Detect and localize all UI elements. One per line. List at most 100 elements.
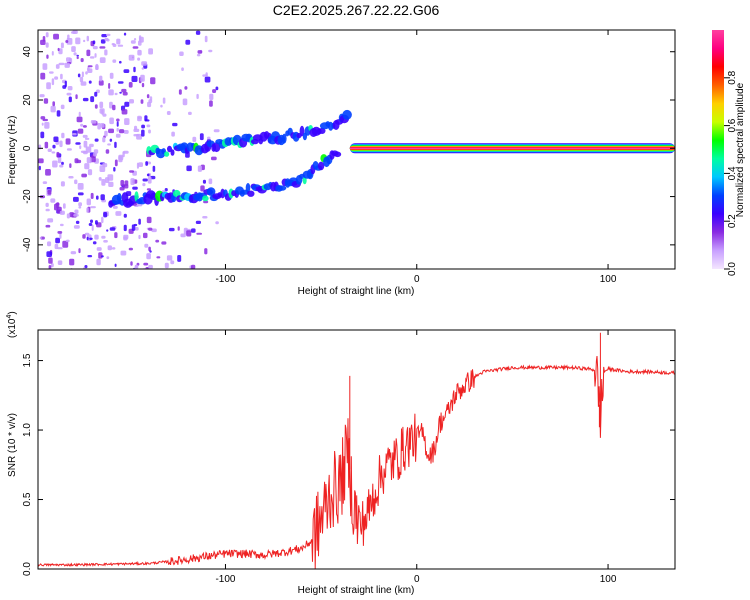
noise-cell bbox=[133, 128, 140, 132]
noise-cell bbox=[166, 255, 173, 261]
snr-y-tick-label: 1.0 bbox=[22, 423, 33, 437]
noise-cell bbox=[166, 111, 171, 115]
noise-cell bbox=[113, 167, 116, 172]
noise-cell bbox=[57, 247, 63, 250]
snr-line bbox=[38, 332, 675, 569]
snr-frame bbox=[37, 329, 676, 570]
noise-cell bbox=[56, 151, 60, 158]
noise-cell bbox=[93, 152, 97, 157]
noise-cell bbox=[144, 115, 148, 122]
noise-cell bbox=[82, 134, 88, 138]
noise-cell bbox=[42, 36, 46, 42]
noise-cell bbox=[109, 117, 114, 125]
colorbar-tick-label: 0.0 bbox=[727, 262, 738, 276]
noise-cell bbox=[164, 188, 168, 192]
noise-cell bbox=[133, 66, 136, 73]
rising-trace-cell bbox=[212, 142, 221, 153]
noise-cell bbox=[65, 40, 69, 43]
noise-cell bbox=[148, 227, 153, 231]
noise-cell bbox=[57, 231, 63, 234]
spectrogram-xlabel: Height of straight line (km) bbox=[298, 286, 415, 297]
spectrogram-y-tick-label: 40 bbox=[22, 46, 33, 58]
noise-cell bbox=[132, 46, 139, 49]
spectrogram-y-tick-label: -40 bbox=[22, 237, 33, 252]
spectrogram-y-ticks: -40 -20 0 20 40 bbox=[22, 46, 675, 252]
noise-cell bbox=[42, 63, 48, 70]
noise-cell bbox=[45, 32, 49, 38]
noise-cell bbox=[40, 116, 46, 120]
noise-cell bbox=[141, 61, 148, 66]
noise-cell bbox=[112, 104, 116, 111]
snr-panel: -100 0 100 0.0 0.5 1.0 1.5 Height of straight… bbox=[6, 311, 676, 596]
noise-cell bbox=[96, 89, 100, 94]
noise-cell bbox=[86, 157, 92, 164]
noise-cell bbox=[148, 48, 153, 55]
noise-cell bbox=[213, 129, 220, 133]
noise-cell bbox=[103, 212, 108, 218]
noise-cell bbox=[109, 227, 116, 231]
noise-cell bbox=[99, 57, 106, 63]
noise-cell bbox=[100, 39, 106, 44]
noise-cell bbox=[101, 34, 108, 38]
noise-cell bbox=[76, 54, 79, 57]
noise-cell bbox=[88, 80, 92, 84]
noise-cell bbox=[73, 214, 79, 217]
noise-cell bbox=[131, 75, 138, 82]
colorbar-label: Normalized spectral amplitude bbox=[735, 82, 746, 217]
noise-cell bbox=[46, 82, 51, 90]
noise-cell bbox=[78, 206, 82, 209]
lower-trace-cell bbox=[206, 187, 216, 196]
noise-cell bbox=[59, 140, 63, 148]
noise-cell bbox=[56, 110, 61, 117]
noise-cell bbox=[116, 118, 120, 122]
noise-cell bbox=[75, 142, 81, 145]
noise-cell bbox=[171, 131, 175, 137]
noise-cell bbox=[48, 265, 52, 269]
noise-cell bbox=[84, 163, 90, 170]
noise-cell bbox=[106, 256, 110, 260]
noise-cell bbox=[136, 133, 142, 140]
noise-cell bbox=[52, 144, 56, 149]
noise-cell bbox=[49, 71, 54, 74]
noise-cell bbox=[195, 220, 201, 224]
noise-cell bbox=[179, 51, 184, 56]
snr-y-tick-label: 1.5 bbox=[22, 353, 33, 367]
noise-cell bbox=[119, 60, 122, 64]
noise-cell bbox=[162, 97, 166, 104]
noise-cell bbox=[89, 237, 93, 240]
noise-cell bbox=[134, 227, 139, 231]
noise-cell bbox=[102, 113, 107, 117]
noise-cell bbox=[98, 80, 104, 86]
noise-cell bbox=[47, 148, 52, 152]
noise-cell bbox=[145, 161, 148, 166]
noise-cell bbox=[147, 176, 152, 184]
noise-cell bbox=[39, 94, 45, 98]
noise-cell bbox=[60, 223, 64, 227]
tone-layer-5 bbox=[349, 147, 675, 150]
noise-cell bbox=[196, 232, 202, 235]
noise-cell bbox=[90, 206, 96, 209]
noise-cell bbox=[54, 203, 59, 211]
noise-cell bbox=[146, 124, 151, 128]
spectrogram-panel: -100 0 100 -40 -20 0 20 40 Height of straight … bbox=[7, 29, 676, 297]
noise-cell bbox=[138, 35, 142, 41]
noise-cell bbox=[69, 258, 75, 266]
noise-cell bbox=[78, 202, 82, 207]
noise-cell bbox=[177, 255, 182, 262]
noise-cell bbox=[106, 38, 110, 42]
noise-cell bbox=[106, 229, 109, 232]
noise-cell bbox=[45, 169, 51, 176]
noise-cell bbox=[43, 98, 49, 104]
noise-cell bbox=[211, 156, 217, 161]
noise-cell bbox=[184, 86, 188, 90]
noise-cell bbox=[114, 141, 117, 148]
noise-cell bbox=[87, 65, 93, 68]
noise-cell bbox=[114, 159, 118, 167]
noise-cell bbox=[104, 130, 108, 137]
noise-cell bbox=[124, 180, 129, 186]
noise-cell bbox=[205, 72, 208, 76]
noise-cell bbox=[141, 129, 145, 137]
noise-cell bbox=[81, 173, 87, 178]
noise-cell bbox=[123, 130, 129, 134]
noise-cell bbox=[146, 188, 152, 191]
